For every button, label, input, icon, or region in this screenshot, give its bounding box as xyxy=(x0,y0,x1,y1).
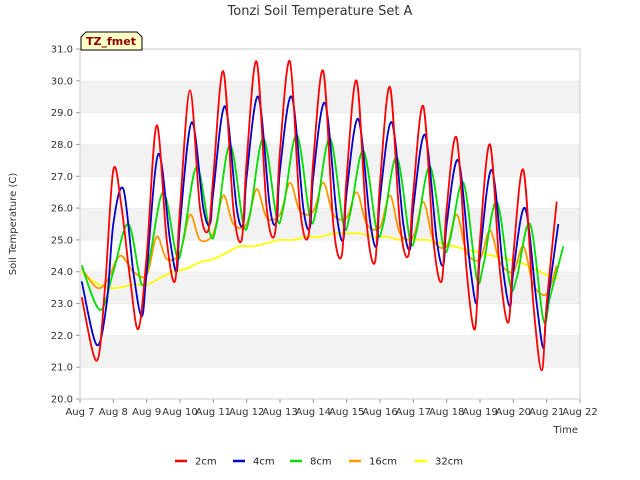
legend-label-16cm: 16cm xyxy=(369,457,397,468)
y-tick-label: 27.0 xyxy=(51,172,73,183)
y-tick-label: 23.0 xyxy=(51,299,73,310)
x-tick-label: Aug 19 xyxy=(462,407,497,418)
grid-band xyxy=(80,303,580,336)
legend-label-2cm: 2cm xyxy=(195,457,217,468)
legend-label-8cm: 8cm xyxy=(310,457,332,468)
x-tick-label: Aug 10 xyxy=(162,407,197,418)
y-tick-label: 30.0 xyxy=(51,76,73,87)
x-tick-label: Aug 16 xyxy=(362,407,397,418)
y-tick-label: 26.0 xyxy=(51,204,73,215)
legend: 2cm 4cm 8cm 16cm 32cm xyxy=(175,457,463,468)
y-tick-label: 21.0 xyxy=(51,363,73,374)
y-tick-label: 25.0 xyxy=(51,235,73,246)
tz-fmet-badge: TZ_fmet xyxy=(80,31,143,51)
x-axis-title: Time xyxy=(553,425,578,436)
grid-band xyxy=(80,80,580,113)
x-tick-label: Aug 22 xyxy=(562,407,597,418)
x-tick-label: Aug 17 xyxy=(396,407,431,418)
x-tick-label: Aug 15 xyxy=(329,407,364,418)
y-tick-label: 22.0 xyxy=(51,331,73,342)
x-tick-label: Aug 20 xyxy=(496,407,531,418)
series-line-2cm xyxy=(80,60,558,372)
x-tick-label: Aug 14 xyxy=(296,407,331,418)
legend-label-32cm: 32cm xyxy=(435,457,463,468)
x-tick-label: Aug 21 xyxy=(529,407,564,418)
y-tick-label: 29.0 xyxy=(51,108,73,119)
y-axis-title: Soil Temperature (C) xyxy=(8,173,19,276)
grid-band xyxy=(80,49,580,81)
plot-frame xyxy=(79,48,581,400)
x-tick-label: Aug 9 xyxy=(132,407,161,418)
y-tick-label: 28.0 xyxy=(51,140,73,151)
y-tick-label: 31.0 xyxy=(51,45,73,56)
y-tick-label: 20.0 xyxy=(51,395,73,406)
series-lines xyxy=(80,60,565,372)
legend-label-4cm: 4cm xyxy=(253,457,275,468)
chart-title: Tonzi Soil Temperature Set A xyxy=(227,4,413,19)
badge-label: TZ_fmet xyxy=(86,35,136,48)
y-ticks: 20.0 21.0 22.0 23.0 24.0 25.0 26.0 27.0 28.0 29.0… xyxy=(51,45,80,406)
x-tick-label: Aug 12 xyxy=(229,407,264,418)
grid-band xyxy=(80,367,580,399)
x-tick-label: Aug 11 xyxy=(196,407,231,418)
x-tick-label: Aug 7 xyxy=(65,407,94,418)
x-tick-label: Aug 13 xyxy=(262,407,297,418)
y-tick-label: 24.0 xyxy=(51,267,73,278)
grid-band xyxy=(80,335,580,368)
x-tick-label: Aug 18 xyxy=(429,407,464,418)
x-tick-label: Aug 8 xyxy=(99,407,128,418)
